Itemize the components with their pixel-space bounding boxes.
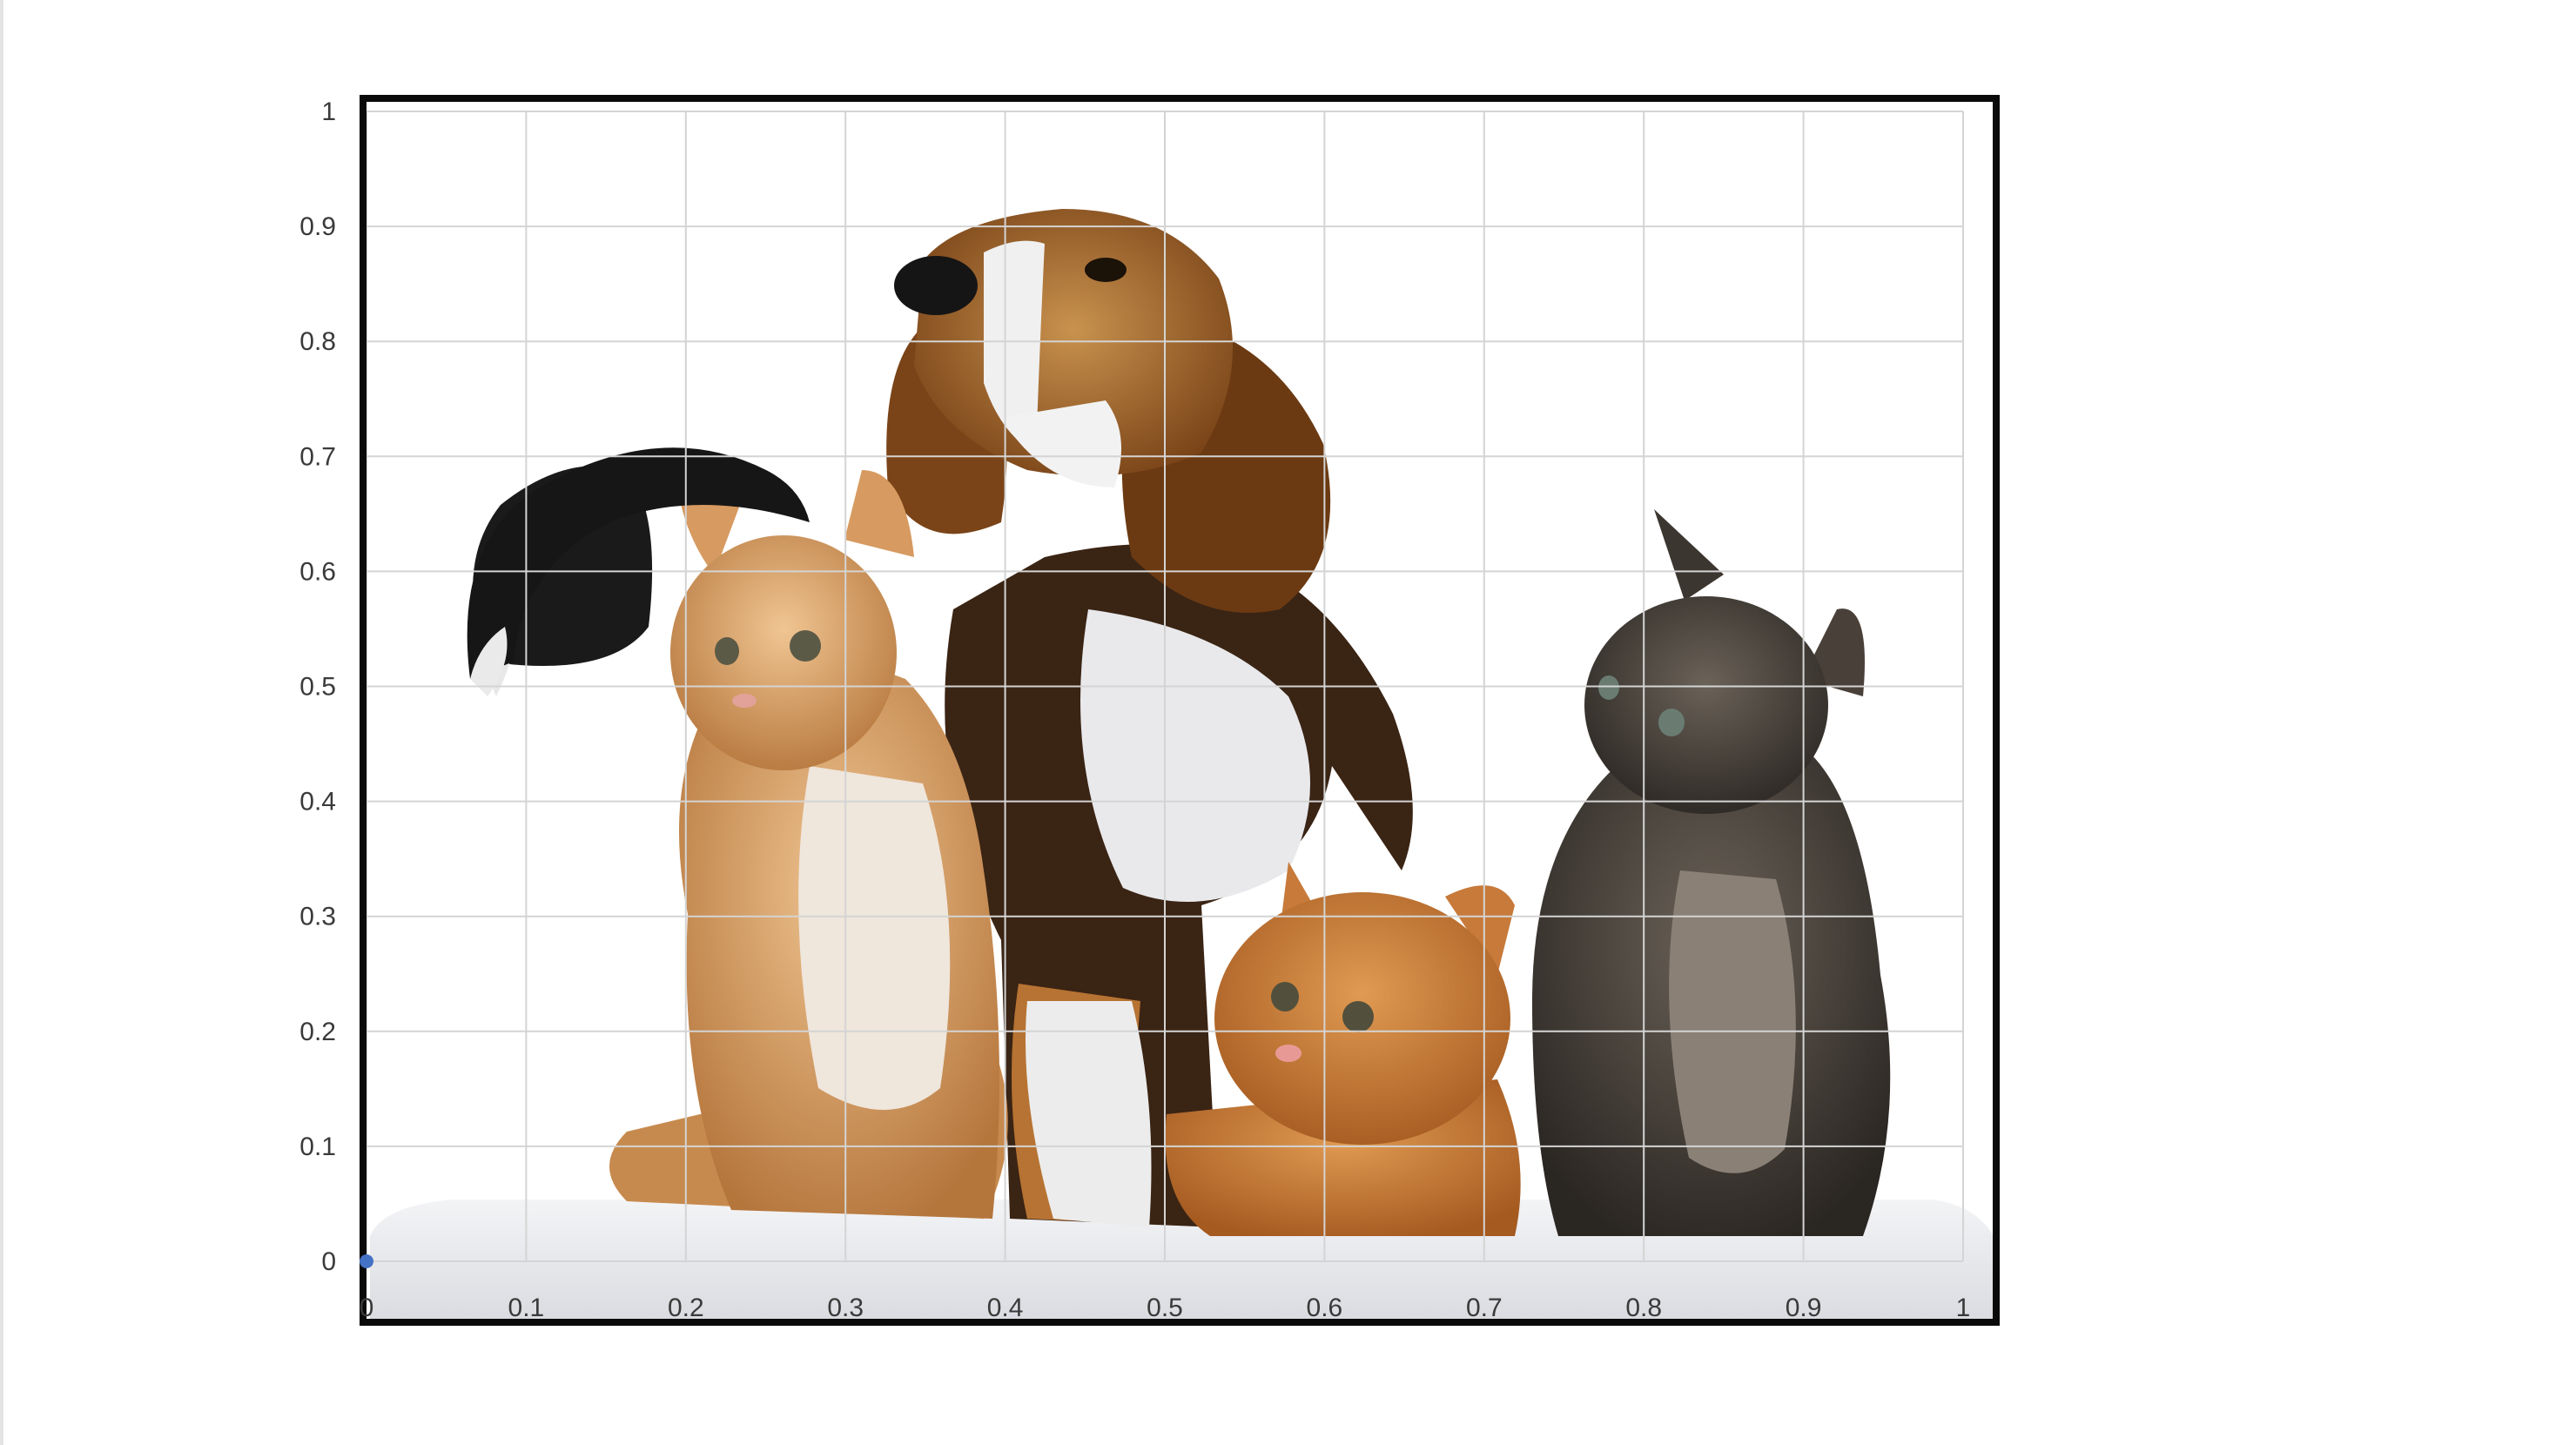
y-tick-label: 0.6 <box>299 557 336 586</box>
x-tick-label: 0.9 <box>1786 1294 1822 1322</box>
y-axis-ticks: 0 0.1 0.2 0.3 0.4 0.5 0.6 0.7 0.8 0.9 1 <box>299 97 336 1276</box>
x-tick-label: 0.5 <box>1147 1294 1183 1322</box>
y-tick-label: 1 <box>321 97 336 126</box>
orange-kitten <box>1165 862 1521 1236</box>
dog-tail <box>467 447 810 696</box>
x-tick-label: 0.4 <box>987 1294 1024 1322</box>
background-photo <box>370 209 1994 1323</box>
tabby-kitten <box>1532 509 1891 1236</box>
x-tick-label: 0.2 <box>668 1294 704 1322</box>
y-tick-label: 0.8 <box>299 327 336 356</box>
x-tick-label: 1 <box>1956 1294 1971 1322</box>
page-left-edge <box>0 0 3 1445</box>
ginger-kitten <box>609 470 1008 1219</box>
y-tick-label: 0.2 <box>299 1018 336 1046</box>
x-axis-ticks: 0 0.1 0.2 0.3 0.4 0.5 0.6 0.7 0.8 0.9 1 <box>360 1294 1971 1322</box>
y-tick-label: 0 <box>321 1247 336 1276</box>
x-tick-label: 0.7 <box>1466 1294 1503 1322</box>
y-tick-label: 0.3 <box>299 903 336 931</box>
y-tick-label: 0.7 <box>299 442 336 471</box>
x-tick-label: 0.6 <box>1307 1294 1343 1322</box>
y-tick-label: 0.1 <box>299 1132 336 1161</box>
y-tick-label: 0.5 <box>299 673 336 702</box>
y-tick-label: 0.9 <box>299 212 336 241</box>
x-tick-label: 0.3 <box>827 1294 864 1322</box>
chart-grid <box>366 111 1964 1262</box>
y-tick-label: 0.4 <box>299 788 336 817</box>
x-tick-label: 0 <box>360 1294 374 1322</box>
x-tick-label: 0.8 <box>1625 1294 1662 1322</box>
data-point <box>360 1254 373 1268</box>
plot-frame <box>360 95 2000 1326</box>
x-tick-label: 0.1 <box>508 1294 545 1322</box>
scatter-series <box>360 1254 373 1268</box>
beagle-puppy <box>473 209 1413 1227</box>
